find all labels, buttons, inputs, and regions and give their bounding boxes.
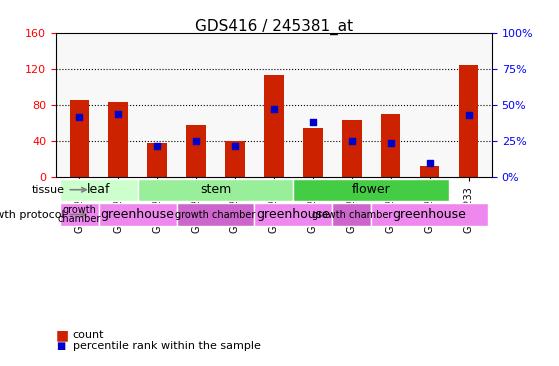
Text: stem: stem — [200, 183, 231, 196]
Bar — [381, 114, 400, 177]
Bar — [225, 141, 245, 177]
Bar — [69, 100, 89, 177]
FancyBboxPatch shape — [138, 179, 293, 201]
Bar — [303, 128, 323, 177]
Point — [464, 112, 473, 118]
Text: growth
chamber: growth chamber — [58, 205, 101, 224]
Bar — [420, 165, 439, 177]
Point — [386, 140, 395, 146]
Point — [153, 143, 162, 149]
Text: ■: ■ — [56, 328, 69, 342]
Point — [347, 138, 356, 144]
Point — [309, 120, 318, 126]
Text: leaf: leaf — [87, 183, 111, 196]
Text: count: count — [73, 330, 104, 340]
Bar — [148, 143, 167, 177]
Text: growth chamber: growth chamber — [176, 209, 255, 220]
Text: flower: flower — [352, 183, 391, 196]
Point — [75, 114, 84, 120]
Bar — [342, 120, 362, 177]
FancyBboxPatch shape — [60, 179, 138, 201]
Text: greenhouse: greenhouse — [101, 208, 174, 221]
Bar — [264, 75, 283, 177]
Text: GDS416 / 245381_at: GDS416 / 245381_at — [195, 18, 353, 34]
Point — [230, 143, 239, 149]
Bar — [186, 125, 206, 177]
Text: greenhouse: greenhouse — [392, 208, 467, 221]
Point — [192, 138, 201, 144]
Text: greenhouse: greenhouse — [257, 208, 330, 221]
FancyBboxPatch shape — [293, 179, 449, 201]
Text: growth chamber: growth chamber — [311, 209, 392, 220]
Point — [425, 160, 434, 166]
FancyBboxPatch shape — [332, 203, 371, 226]
Text: tissue: tissue — [32, 185, 86, 195]
Text: percentile rank within the sample: percentile rank within the sample — [73, 341, 260, 351]
FancyBboxPatch shape — [254, 203, 332, 226]
Bar — [459, 64, 479, 177]
Point — [269, 107, 278, 112]
Text: growth protocol: growth protocol — [0, 209, 86, 220]
Point — [113, 111, 122, 117]
FancyBboxPatch shape — [60, 203, 99, 226]
Bar — [108, 102, 128, 177]
FancyBboxPatch shape — [99, 203, 177, 226]
Text: ■: ■ — [56, 341, 65, 351]
FancyBboxPatch shape — [371, 203, 488, 226]
FancyBboxPatch shape — [177, 203, 254, 226]
